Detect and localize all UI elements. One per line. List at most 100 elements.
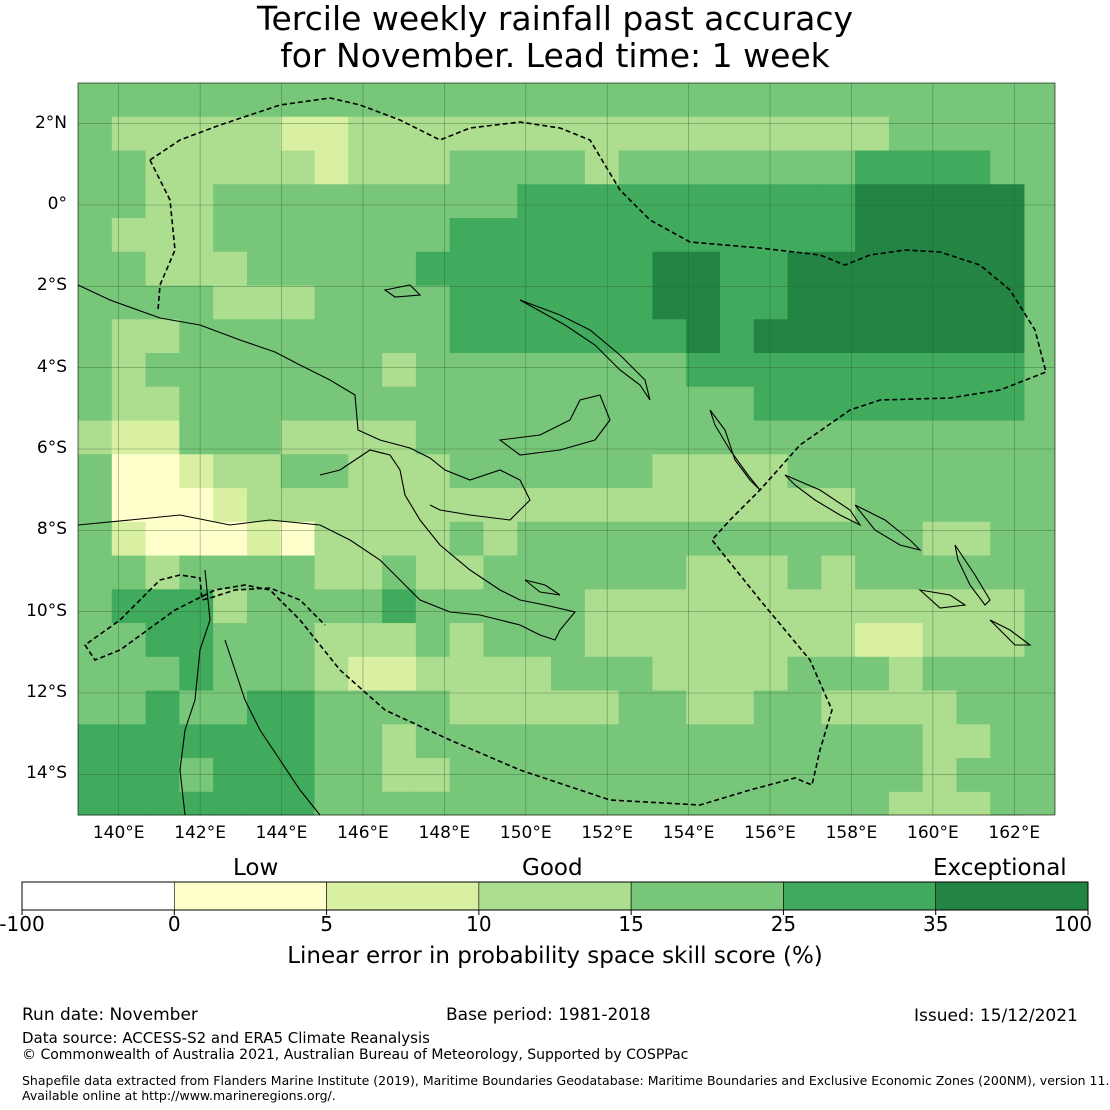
grid-cell <box>213 656 248 691</box>
grid-cell <box>719 690 755 725</box>
grid-cell <box>787 285 822 320</box>
grid-cell <box>584 454 620 489</box>
grid-cell <box>145 791 180 816</box>
longitude-label: 150°E <box>499 823 552 843</box>
grid-cell <box>787 251 822 286</box>
grid-cell <box>551 623 586 658</box>
grid-cell <box>179 791 214 816</box>
colorbar-tick-label: 15 <box>618 912 644 936</box>
grid-cell <box>990 589 1025 624</box>
grid-cell <box>111 656 146 691</box>
grid-cell <box>584 623 620 658</box>
grid-cell <box>280 454 315 489</box>
grid-cell <box>213 758 248 793</box>
grid-cell <box>753 184 788 219</box>
grid-cell <box>517 251 552 286</box>
run-date: Run date: November <box>22 1005 198 1025</box>
grid-cell <box>956 589 991 624</box>
grid-cell <box>213 386 248 421</box>
grid-cell <box>855 623 890 658</box>
grid-cell <box>348 251 383 286</box>
grid-cell <box>551 150 586 185</box>
grid-cell <box>483 690 518 725</box>
grid-cell <box>280 656 315 691</box>
grid-cell <box>551 386 586 421</box>
grid-cell <box>888 150 924 185</box>
solomon-island-e <box>989 619 1032 646</box>
grid-cell <box>888 116 924 151</box>
grid-cell <box>686 116 721 151</box>
grid-cell <box>618 150 653 185</box>
grid-cell <box>179 386 214 421</box>
grid-cell <box>652 251 687 286</box>
colorbar-tick-label: 25 <box>770 912 797 936</box>
grid-cell <box>888 555 924 590</box>
grid-cell <box>551 116 586 151</box>
grid-cell <box>753 116 788 151</box>
grid-cell <box>821 83 856 118</box>
cape-york-east-coast <box>224 639 321 816</box>
grid-cell <box>78 656 113 691</box>
grid-cell <box>821 724 856 759</box>
grid-cell <box>956 656 991 691</box>
grid-cell <box>888 791 924 816</box>
grid-cell <box>179 623 214 658</box>
grid-cell <box>382 386 417 421</box>
grid-cell <box>382 353 417 388</box>
grid-cell <box>584 218 620 253</box>
grid-cell <box>990 386 1025 421</box>
grid-cell <box>584 656 620 691</box>
grid-cell <box>618 758 653 793</box>
grid-cell <box>888 251 924 286</box>
grid-cell <box>382 319 417 354</box>
grid-cell <box>551 184 586 219</box>
grid-cell <box>111 488 146 523</box>
grid-cell <box>517 319 552 354</box>
grid-cell <box>314 319 349 354</box>
latitude-label: 0° <box>47 194 67 214</box>
grid-cell <box>78 589 113 624</box>
new-ireland-island <box>519 299 651 401</box>
grid-cell <box>382 218 417 253</box>
grid-cell <box>888 353 924 388</box>
grid-cell <box>719 623 755 658</box>
base-period: Base period: 1981-2018 <box>446 1005 651 1025</box>
grid-cell <box>382 555 417 590</box>
grid-cell <box>618 488 653 523</box>
grid-cell <box>888 656 924 691</box>
grid-cell <box>348 724 383 759</box>
grid-cell <box>719 251 755 286</box>
map-gridlines <box>78 83 1055 815</box>
grid-cell <box>213 184 248 219</box>
grid-cell <box>280 251 315 286</box>
grid-cell <box>179 555 214 590</box>
grid-cell <box>78 218 113 253</box>
grid-cell <box>145 690 180 725</box>
grid-cell <box>246 285 282 320</box>
grid-cell <box>314 521 349 556</box>
grid-cell <box>483 555 518 590</box>
grid-cell <box>618 724 653 759</box>
grid-cell <box>719 758 755 793</box>
grid-cell <box>753 758 788 793</box>
grid-cell <box>753 218 788 253</box>
grid-cell <box>753 555 788 590</box>
grid-cell <box>78 623 113 658</box>
grid-cell <box>990 251 1025 286</box>
grid-cell <box>382 251 417 286</box>
grid-cell <box>348 285 383 320</box>
shapefile-credit-line-1: Shapefile data extracted from Flanders M… <box>22 1073 1110 1088</box>
grid-cell <box>922 386 957 421</box>
grid-cell <box>179 251 214 286</box>
grid-cell <box>246 623 282 658</box>
grid-cell <box>348 656 383 691</box>
grid-cell <box>584 285 620 320</box>
grid-cell <box>213 454 248 489</box>
grid-cell <box>855 656 890 691</box>
grid-cell <box>956 116 991 151</box>
grid-cell <box>922 521 957 556</box>
grid-cell <box>753 454 788 489</box>
grid-cell <box>821 116 856 151</box>
grid-cell <box>551 690 586 725</box>
grid-cell <box>213 724 248 759</box>
